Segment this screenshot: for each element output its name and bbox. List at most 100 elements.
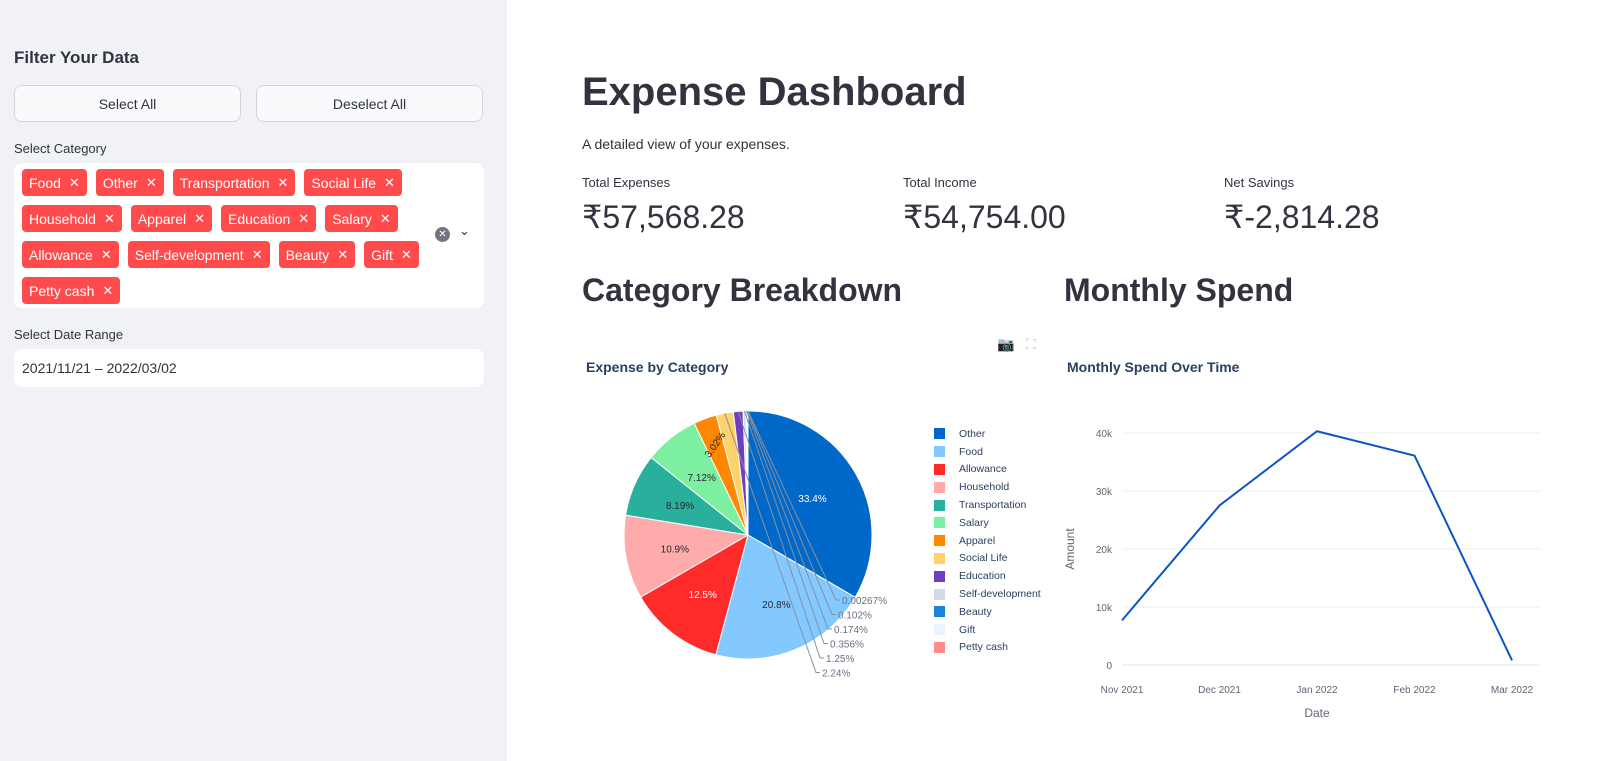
category-tag[interactable]: Apparel ✕ (130, 205, 213, 232)
legend-item[interactable]: Gift (934, 621, 1041, 639)
legend-swatch (934, 499, 945, 511)
remove-tag-icon[interactable]: ✕ (103, 210, 115, 226)
fullscreen-icon[interactable]: ⛶ (1026, 336, 1036, 352)
pie-slice-label: 0.00267% (842, 596, 887, 607)
category-tag[interactable]: Beauty ✕ (278, 241, 356, 268)
remove-tag-icon[interactable]: ✕ (379, 210, 391, 226)
legend-label: Transportation (959, 499, 1027, 512)
category-tag[interactable]: Petty cash ✕ (22, 277, 121, 304)
date-range-input[interactable]: 2021/11/21 – 2022/03/02 (14, 349, 484, 387)
category-tag[interactable]: Salary ✕ (325, 205, 398, 232)
legend-label: Other (959, 427, 986, 440)
legend-label: Apparel (959, 534, 996, 547)
legend-swatch (934, 606, 945, 618)
y-tick-label: 20k (1096, 545, 1113, 556)
pie-slice-label: 12.5% (689, 590, 717, 601)
legend-label: Salary (959, 516, 989, 529)
category-tag-label: Apparel (137, 210, 187, 227)
pie-slice[interactable] (639, 533, 749, 656)
legend-item[interactable]: Household (934, 478, 1041, 496)
legend-swatch (934, 481, 945, 493)
metric-value: ₹54,754.00 (903, 199, 1066, 235)
camera-icon[interactable]: 📷 (997, 336, 1015, 352)
pie-slice-label: 10.9% (661, 544, 689, 555)
x-tick-label: Jan 2022 (1296, 685, 1338, 696)
legend-item[interactable]: Apparel (934, 532, 1041, 550)
sidebar: Filter Your Data Select All Deselect All… (0, 0, 507, 761)
deselect-all-button[interactable]: Deselect All (256, 85, 483, 122)
legend-item[interactable]: Other (934, 425, 1041, 443)
category-tag-label: Transportation (179, 174, 270, 191)
x-tick-label: Dec 2021 (1198, 685, 1241, 696)
legend-item[interactable]: Food (934, 443, 1041, 461)
remove-tag-icon[interactable]: ✕ (68, 174, 80, 190)
category-tag[interactable]: Allowance ✕ (22, 241, 119, 268)
category-tag[interactable]: Self-development ✕ (127, 241, 270, 268)
pie-slice-label: 0.356% (830, 640, 864, 651)
category-tag[interactable]: Other ✕ (95, 169, 164, 196)
category-tag[interactable]: Gift ✕ (364, 241, 419, 268)
category-tag[interactable]: Household ✕ (22, 205, 122, 232)
category-tag-label: Self-development (134, 246, 244, 263)
pie-leader-line (747, 410, 836, 615)
category-tag[interactable]: Transportation ✕ (172, 169, 296, 196)
legend-item[interactable]: Petty cash (934, 639, 1041, 657)
pie-slice-label: 8.19% (666, 501, 694, 512)
pie-slice[interactable] (747, 410, 873, 599)
section-monthly-spend: Monthly Spend (1064, 272, 1294, 308)
remove-tag-icon[interactable]: ✕ (277, 174, 289, 190)
category-tag[interactable]: Food ✕ (22, 169, 87, 196)
pie-slice-label: 2.24% (822, 669, 850, 680)
chevron-down-icon[interactable]: ⌄ (459, 223, 470, 238)
y-tick-label: 0 (1106, 661, 1112, 672)
legend-swatch (934, 624, 945, 636)
legend-swatch (934, 535, 945, 547)
legend-item[interactable]: Transportation (934, 496, 1041, 514)
legend-item[interactable]: Social Life (934, 550, 1041, 568)
category-tag[interactable]: Education ✕ (221, 205, 317, 232)
remove-tag-icon[interactable]: ✕ (194, 210, 206, 226)
pie-leader-line (737, 411, 824, 659)
legend-item[interactable]: Self-development (934, 585, 1041, 603)
category-tag-label: Salary (332, 210, 372, 227)
select-all-button[interactable]: Select All (14, 85, 241, 122)
metric-total-income: Total Income ₹54,754.00 (903, 175, 1066, 236)
pie-slice-label: 20.8% (762, 600, 790, 611)
legend-label: Social Life (959, 552, 1008, 565)
category-tag[interactable]: Social Life ✕ (304, 169, 402, 196)
y-axis-title: Amount (1063, 528, 1077, 570)
date-range-label: Select Date Range (14, 327, 124, 342)
pie-chart-title: Expense by Category (586, 359, 729, 375)
legend-item[interactable]: Salary (934, 514, 1041, 532)
pie-leader-line (746, 410, 832, 630)
category-tag-label: Food (29, 174, 61, 191)
legend-label: Education (959, 570, 1006, 583)
remove-tag-icon[interactable]: ✕ (102, 282, 114, 298)
pie-slice[interactable] (715, 534, 856, 660)
category-tag-label: Other (102, 174, 138, 191)
remove-tag-icon[interactable]: ✕ (251, 246, 263, 262)
metric-label: Total Expenses (582, 175, 671, 190)
pie-slice-label: 7.12% (687, 473, 715, 484)
category-tag-label: Allowance (29, 246, 93, 263)
remove-tag-icon[interactable]: ✕ (145, 174, 157, 190)
clear-icon[interactable]: ✕ (435, 227, 450, 242)
remove-tag-icon[interactable]: ✕ (100, 246, 112, 262)
category-multiselect[interactable]: Food ✕ Other ✕ Transportation ✕ Social Life ✕ Ho… (14, 163, 484, 308)
remove-tag-icon[interactable]: ✕ (337, 246, 349, 262)
remove-tag-icon[interactable]: ✕ (400, 246, 412, 262)
remove-tag-icon[interactable]: ✕ (298, 210, 310, 226)
category-tag-label: Education (228, 210, 291, 227)
legend-item[interactable]: Allowance (934, 461, 1041, 479)
legend-label: Beauty (959, 605, 992, 618)
category-tag-label: Social Life (311, 174, 376, 191)
legend-swatch (934, 446, 945, 458)
remove-tag-icon[interactable]: ✕ (384, 174, 395, 190)
legend-swatch (934, 552, 945, 564)
pie-slice[interactable] (623, 514, 750, 598)
legend-label: Allowance (959, 463, 1007, 476)
pie-slice-label: 33.4% (798, 494, 826, 505)
series-line[interactable] (1121, 430, 1513, 661)
legend-item[interactable]: Education (934, 567, 1041, 585)
legend-item[interactable]: Beauty (934, 603, 1041, 621)
